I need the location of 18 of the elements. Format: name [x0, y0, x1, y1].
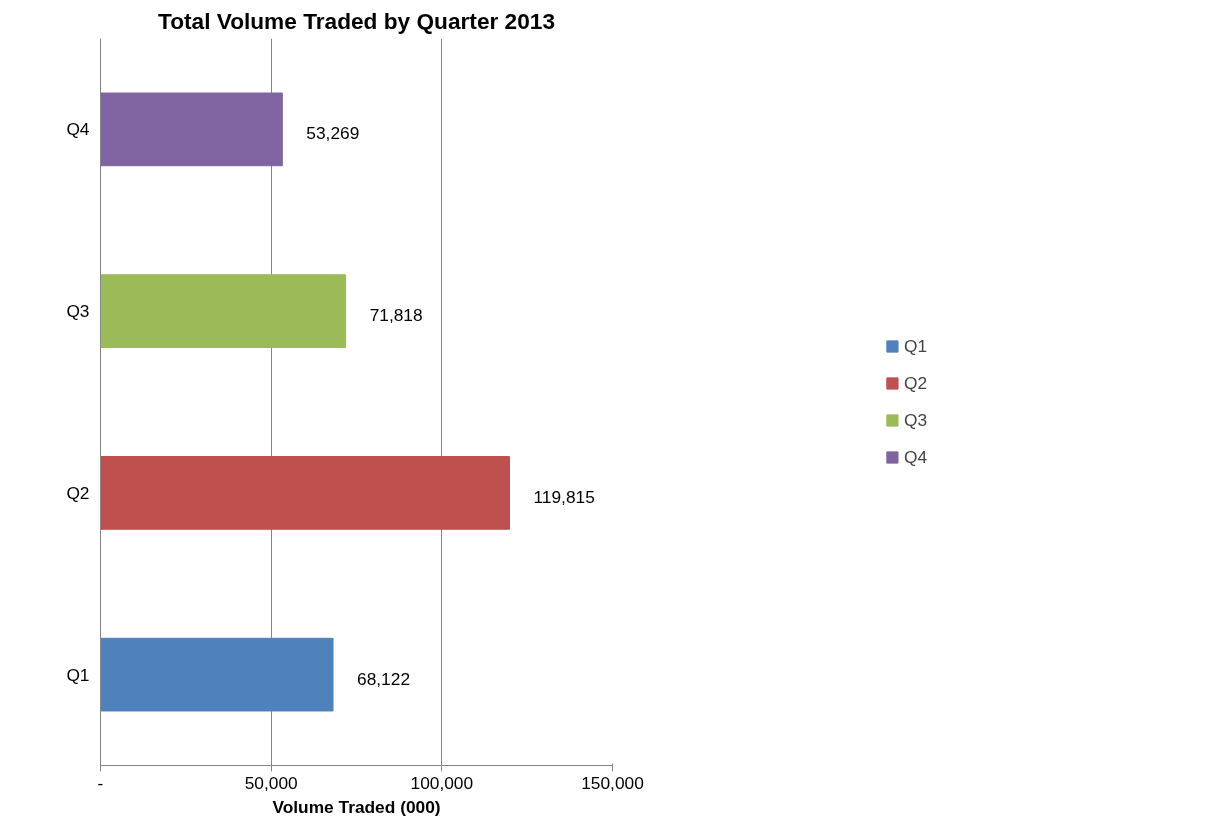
data-label: 68,122 — [357, 668, 411, 689]
legend-label: Q3 — [903, 409, 928, 431]
legend-label: Q2 — [903, 372, 928, 394]
chart-title: Total Volume Traded by Quarter 2013 — [157, 7, 556, 34]
y-tick-label: Q4 — [66, 119, 90, 140]
data-label: 53,269 — [306, 123, 360, 144]
y-tick-label: Q2 — [66, 482, 90, 503]
x-tick-label: 100,000 — [410, 772, 474, 793]
legend-label: Q4 — [903, 446, 928, 468]
data-label: 119,815 — [533, 486, 595, 507]
x-tick-label: 150,000 — [581, 772, 644, 793]
y-tick-label: Q3 — [66, 301, 90, 322]
y-tick-label: Q1 — [66, 664, 90, 685]
x-axis-title: Volume Traded (000) — [272, 796, 441, 817]
data-label: 71,818 — [369, 305, 423, 326]
x-tick-label: - — [97, 772, 104, 793]
legend-label: Q1 — [903, 335, 928, 357]
x-tick-label: 50,000 — [244, 772, 298, 793]
